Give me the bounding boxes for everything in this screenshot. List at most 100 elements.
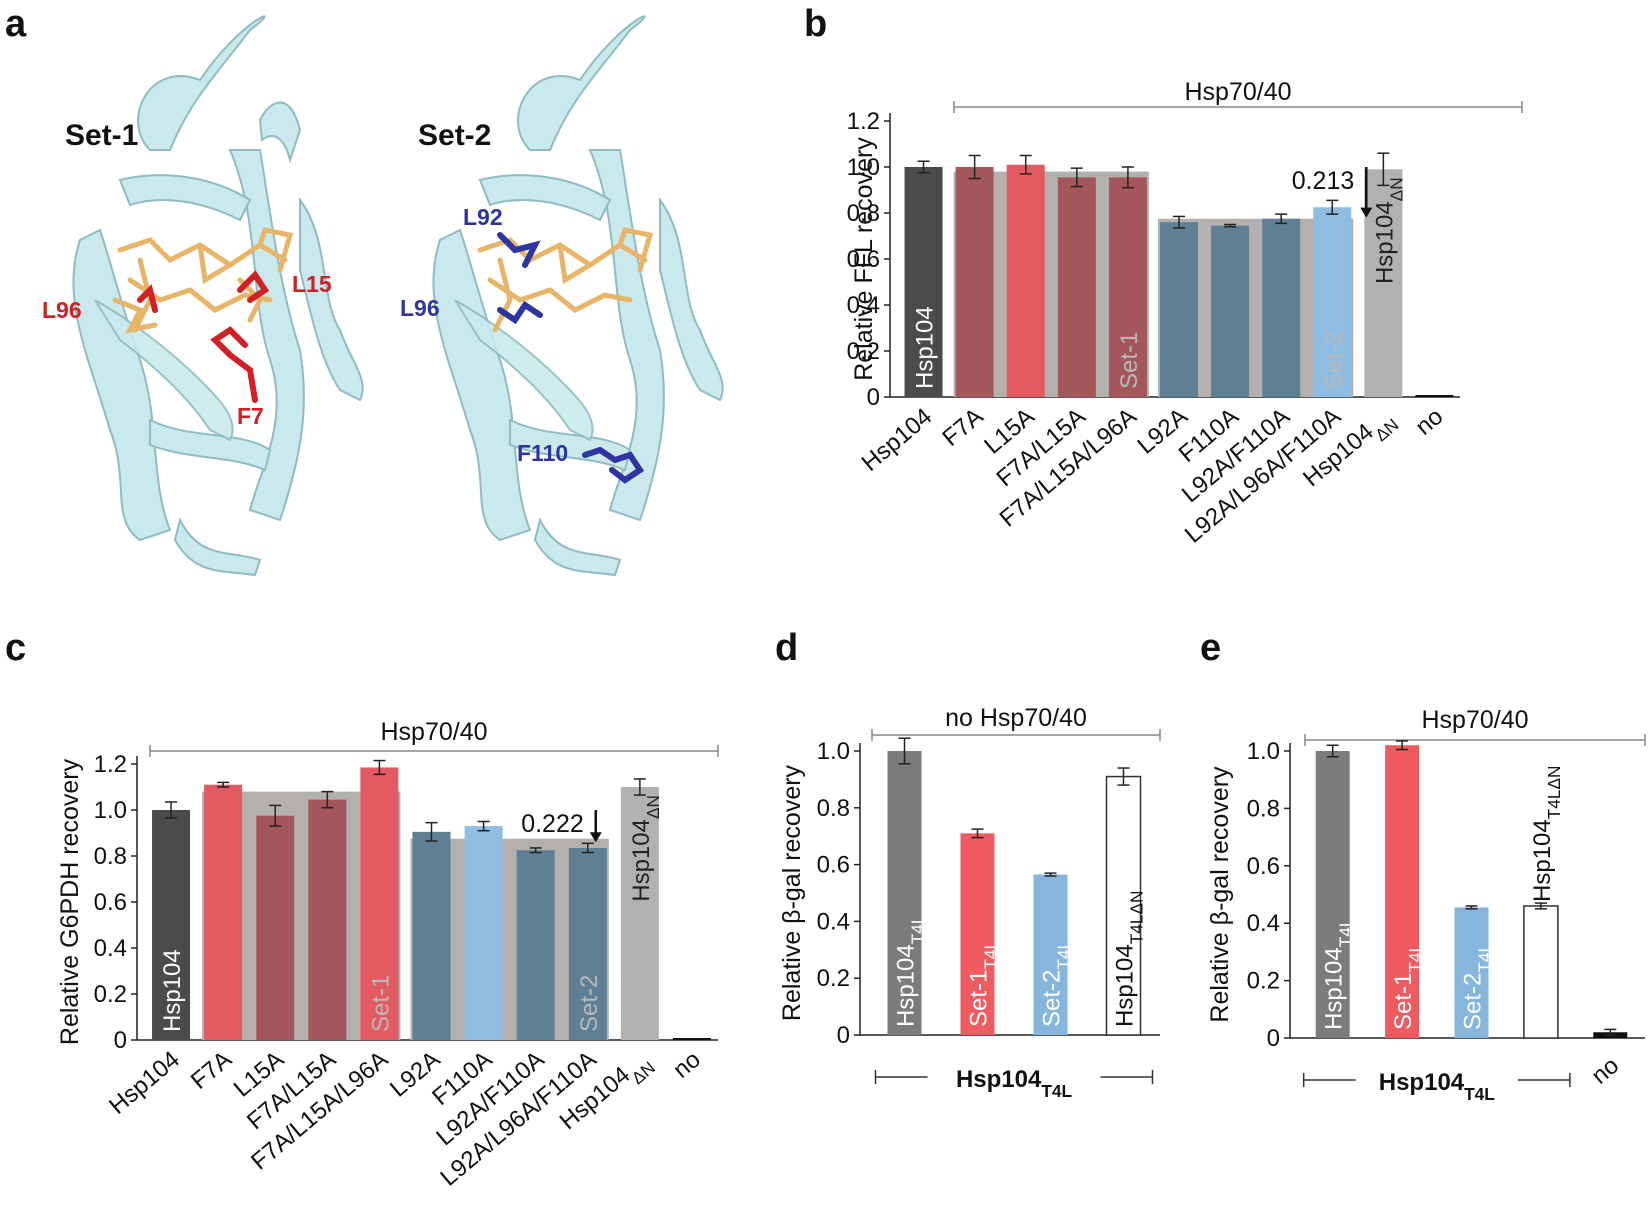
x-tick-label: no (668, 1046, 706, 1084)
label-f110: F110 (517, 440, 568, 466)
ligand-sticks-set2 (477, 227, 654, 333)
y-tick-label: 0.2 (1247, 968, 1280, 995)
bar-label: Set-1T4L (966, 939, 1001, 1027)
bar (955, 167, 994, 397)
bar (568, 847, 607, 1040)
y-tick-label: 1.2 (847, 108, 880, 135)
label-l96-blue: L96 (400, 295, 440, 321)
bar (1033, 874, 1068, 1035)
bar-label-hsp104: Hsp104 (159, 949, 186, 1032)
annotation-value: 0.222 (521, 810, 584, 838)
y-tick-label: 0 (1267, 1025, 1280, 1052)
label-set1: Set-1 (65, 119, 138, 152)
set-label: Set-2 (1320, 332, 1347, 389)
bar-label: Set-1T4L (1390, 942, 1425, 1030)
y-tick-label: 1.2 (94, 751, 127, 778)
y-tick-label: 0.6 (817, 852, 850, 879)
y-tick-label: 0.6 (847, 246, 880, 273)
set-label: Set-1 (1116, 332, 1143, 389)
bar (412, 831, 451, 1040)
panel-letter-e: e (1200, 627, 1221, 669)
bar (516, 850, 555, 1040)
bar (256, 815, 295, 1040)
y-tick-label: 1.0 (1247, 738, 1280, 765)
annotation-value: 0.213 (1292, 167, 1355, 195)
annotation-arrowhead (1360, 207, 1373, 218)
bar (1313, 207, 1352, 397)
chart-title: Hsp70/40 (380, 718, 487, 746)
label-l15: L15 (292, 271, 332, 297)
y-tick-label: 0.4 (847, 292, 880, 319)
y-tick-label: 0 (837, 1022, 850, 1049)
bar-label: Set-2T4L (1039, 939, 1074, 1027)
bar-label: Hsp104T4L (893, 914, 928, 1027)
bar-label: Hsp104T4LΔN (1112, 891, 1147, 1028)
bar (1057, 177, 1096, 397)
bar-label: Hsp104T4L (1321, 917, 1356, 1030)
chart-title: Hsp70/40 (1184, 78, 1291, 106)
bar (152, 810, 191, 1040)
label-l96-red: L96 (42, 297, 82, 323)
bar (887, 751, 922, 1035)
bar (1364, 169, 1403, 397)
label-set2: Set-2 (418, 119, 491, 152)
group-label: Hsp104T4L (956, 1066, 1073, 1101)
bar (1523, 905, 1559, 1039)
bar (308, 799, 347, 1040)
label-f7: F7 (237, 403, 264, 429)
bar (1006, 164, 1045, 397)
y-axis-label: Relative β-gal recovery (778, 764, 806, 1021)
label-l92: L92 (463, 204, 503, 230)
y-axis-label: Relative β-gal recovery (1206, 766, 1234, 1023)
set-label: Set-1 (367, 975, 394, 1032)
y-tick-label: 0.8 (817, 795, 850, 822)
y-tick-label: 0.2 (94, 981, 127, 1008)
structure-set1: Set-1 L96 L15 F7 (42, 15, 364, 577)
bar (1160, 222, 1198, 397)
y-tick-label: 1.0 (817, 738, 850, 765)
x-tick-label: F7A (937, 403, 988, 452)
y-tick-label: 0.8 (94, 843, 127, 870)
annotation-arrowhead (589, 832, 602, 843)
bar (904, 167, 943, 397)
y-tick-label: 1.0 (94, 797, 127, 824)
y-tick-label: 0.8 (1247, 795, 1280, 822)
bar (464, 826, 503, 1040)
panel-letter-c: c (5, 627, 26, 669)
y-tick-label: 0.6 (94, 889, 127, 916)
y-tick-label: 0.8 (847, 200, 880, 227)
bar (1385, 745, 1420, 1038)
bar-label-hsp104: Hsp104 (912, 306, 939, 389)
chart-d-bgal-no-hsp70: 0 0.2 0.4 0.6 0.8 1.0 Relative β-gal recovery n… (778, 704, 1161, 1101)
chart-title: no Hsp70/40 (945, 704, 1087, 732)
y-axis-label: Relative G6PDH recovery (56, 758, 84, 1045)
y-axis-label: Relative FFL recovery (850, 137, 878, 381)
panel-letter-a: a (5, 3, 27, 45)
chart-title: Hsp70/40 (1421, 706, 1528, 734)
chart-e-bgal-hsp70: 0 0.2 0.4 0.6 0.8 1.0 Relative β-gal recovery H… (1206, 706, 1646, 1104)
bar (1211, 225, 1250, 397)
structure-set2: Set-2 L92 L96 F110 (400, 15, 724, 577)
y-tick-label: 0 (867, 384, 880, 411)
group-label: Hsp104T4L (1379, 1069, 1496, 1104)
chart-c-g6pdh-recovery: 0 0.2 0.4 0.6 0.8 1.0 1.2 Relative G6PDH recove… (56, 718, 719, 1192)
bar (1454, 907, 1489, 1038)
bar (620, 787, 659, 1040)
protein-cartoon-set2 (432, 15, 724, 577)
y-tick-label: 0 (114, 1027, 127, 1054)
x-tick-label: Hsp104 (857, 403, 938, 477)
protein-cartoon-set1 (72, 15, 364, 577)
y-tick-label: 0.6 (1247, 853, 1280, 880)
y-tick-label: 1.0 (847, 154, 880, 181)
x-tick-label-no: no (1586, 1052, 1624, 1090)
panel-letter-b: b (804, 3, 827, 45)
y-tick-label: 0.4 (817, 908, 850, 935)
y-tick-label: 0.2 (817, 965, 850, 992)
y-tick-label: 0.4 (1247, 910, 1280, 937)
y-tick-label: 0.4 (94, 935, 127, 962)
bar-label: Set-2T4L (1460, 942, 1495, 1030)
bar (960, 833, 995, 1035)
bar-label: Hsp104T4LΔN (1529, 765, 1564, 902)
